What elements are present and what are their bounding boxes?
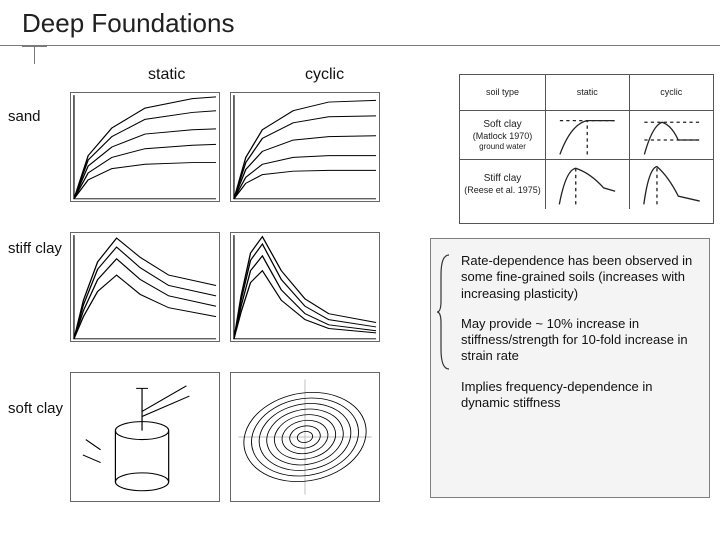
table-header-cyclic: cyclic — [630, 75, 713, 110]
soil-note: ground water — [479, 142, 526, 151]
slide-title: Deep Foundations — [0, 8, 720, 39]
soil-name: Soft clay — [483, 119, 521, 130]
table-row: Stiff clay (Reese et al. 1975) — [460, 160, 713, 209]
table-cell-softclay-label: Soft clay (Matlock 1970) ground water — [460, 111, 546, 159]
soil-ref: (Matlock 1970) — [473, 131, 533, 141]
callout-p2: May provide ~ 10% increase in stiffness/… — [461, 316, 695, 365]
py-curve-table: soil type static cyclic Soft clay (Matlo… — [459, 74, 714, 224]
col-header-static: static — [148, 66, 185, 84]
title-tick-mark — [34, 46, 35, 64]
chart-sand-static — [70, 92, 220, 202]
chart-soft-static — [70, 372, 220, 502]
soil-name: Stiff clay — [484, 173, 522, 184]
table-header-static: static — [546, 75, 629, 110]
chart-soft-cyclic — [230, 372, 380, 502]
title-underline — [0, 45, 720, 46]
table-cell-stiffclay-static — [546, 160, 629, 209]
slide: Deep Foundations static cyclic sand stif… — [0, 0, 720, 540]
chart-stiff-static — [70, 232, 220, 342]
table-header-soiltype: soil type — [460, 75, 546, 110]
callout-p1: Rate-dependence has been observed in som… — [461, 253, 695, 302]
callout-box: Rate-dependence has been observed in som… — [430, 238, 710, 498]
row-label-sand: sand — [8, 108, 41, 125]
title-block: Deep Foundations — [0, 8, 720, 46]
table-cell-stiffclay-cyclic — [630, 160, 713, 209]
table-header-row: soil type static cyclic — [460, 75, 713, 111]
callout-p3: Implies frequency-dependence in dynamic … — [461, 379, 695, 412]
table-cell-stiffclay-label: Stiff clay (Reese et al. 1975) — [460, 160, 546, 209]
soil-ref: (Reese et al. 1975) — [464, 185, 541, 195]
table-cell-softclay-cyclic — [630, 111, 713, 159]
col-header-cyclic: cyclic — [305, 66, 344, 84]
table-cell-softclay-static — [546, 111, 629, 159]
row-label-stiff-clay: stiff clay — [8, 240, 62, 257]
table-row: Soft clay (Matlock 1970) ground water — [460, 111, 713, 160]
chart-stiff-cyclic — [230, 232, 380, 342]
row-label-soft-clay: soft clay — [8, 400, 63, 417]
brace-icon — [437, 253, 453, 371]
chart-sand-cyclic — [230, 92, 380, 202]
